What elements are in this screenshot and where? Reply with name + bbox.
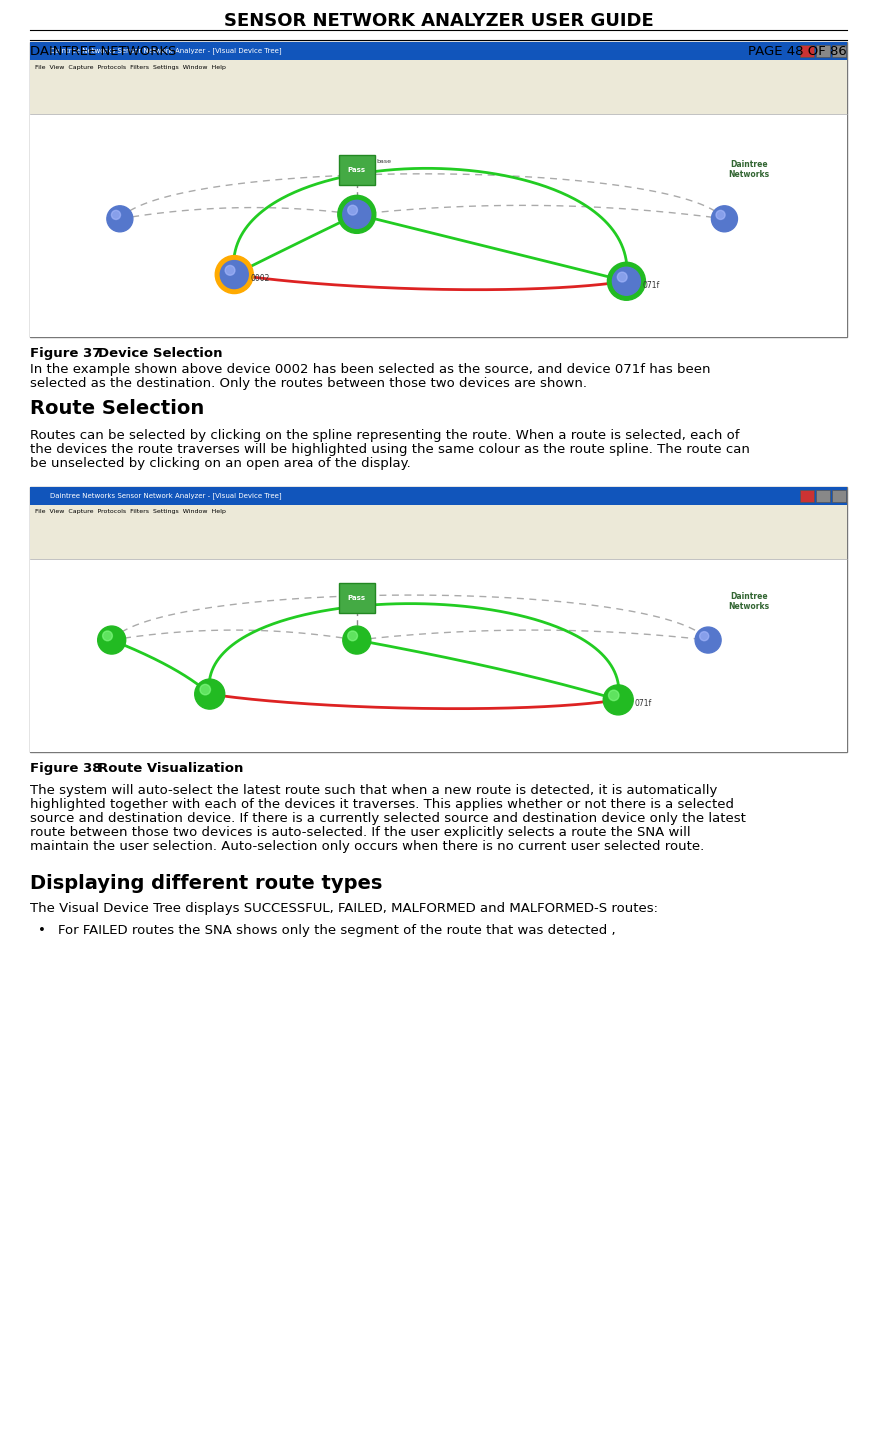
- Text: The Visual Device Tree displays SUCCESSFUL, FAILED, MALFORMED and MALFORMED-S ro: The Visual Device Tree displays SUCCESSF…: [30, 901, 658, 915]
- Circle shape: [195, 679, 225, 709]
- Bar: [800, 491, 814, 502]
- Text: File  View  Capture  Protocols  Filters  Settings  Window  Help: File View Capture Protocols Filters Sett…: [35, 509, 226, 515]
- Bar: [339, 155, 374, 185]
- Bar: [30, 488, 847, 752]
- Text: Daintree Networks Sensor Network Analyzer - [Visual Device Tree]: Daintree Networks Sensor Network Analyze…: [50, 492, 282, 499]
- Text: The system will auto-select the latest route such that when a new route is detec: The system will auto-select the latest r…: [30, 784, 717, 797]
- Text: be unselected by clicking on an open area of the display.: be unselected by clicking on an open are…: [30, 457, 410, 470]
- Text: SENSOR NETWORK ANALYZER USER GUIDE: SENSOR NETWORK ANALYZER USER GUIDE: [224, 12, 653, 30]
- Circle shape: [608, 262, 645, 300]
- Circle shape: [343, 627, 371, 654]
- Circle shape: [617, 272, 627, 282]
- Bar: [30, 42, 847, 337]
- Circle shape: [107, 205, 133, 232]
- Text: Daintree Networks Sensor Network Analyzer - [Visual Device Tree]: Daintree Networks Sensor Network Analyze…: [50, 48, 282, 55]
- Circle shape: [716, 210, 725, 220]
- Text: Figure 37: Figure 37: [30, 347, 102, 360]
- Text: DAINTREE NETWORKS: DAINTREE NETWORKS: [30, 45, 176, 58]
- Circle shape: [700, 631, 709, 641]
- Circle shape: [603, 684, 633, 715]
- Bar: [832, 491, 846, 502]
- Text: 071f: 071f: [634, 699, 652, 709]
- Text: PAGE 48 OF 86: PAGE 48 OF 86: [748, 45, 847, 58]
- Bar: [30, 74, 847, 114]
- Bar: [832, 45, 846, 56]
- Bar: [339, 583, 374, 612]
- Text: route between those two devices is auto-selected. If the user explicitly selects: route between those two devices is auto-…: [30, 826, 690, 839]
- Text: •: •: [38, 925, 46, 938]
- Bar: [30, 505, 847, 519]
- Bar: [30, 559, 847, 752]
- Text: Device Selection: Device Selection: [98, 347, 223, 360]
- Text: source and destination device. If there is a currently selected source and desti: source and destination device. If there …: [30, 812, 745, 825]
- Text: In the example shown above device 0002 has been selected as the source, and devi: In the example shown above device 0002 h…: [30, 363, 710, 376]
- Circle shape: [97, 627, 125, 654]
- Bar: [30, 59, 847, 74]
- Bar: [816, 45, 830, 56]
- Circle shape: [347, 205, 358, 216]
- Text: Displaying different route types: Displaying different route types: [30, 874, 382, 893]
- Bar: [30, 488, 847, 505]
- Bar: [30, 42, 847, 59]
- Text: highlighted together with each of the devices it traverses. This applies whether: highlighted together with each of the de…: [30, 797, 734, 810]
- Text: Pass: Pass: [348, 166, 366, 172]
- Text: maintain the user selection. Auto-selection only occurs when there is no current: maintain the user selection. Auto-select…: [30, 841, 704, 852]
- Text: Daintree
Networks: Daintree Networks: [729, 161, 769, 179]
- Circle shape: [612, 268, 640, 295]
- Bar: [816, 491, 830, 502]
- Circle shape: [225, 265, 235, 275]
- Text: 071f: 071f: [643, 281, 660, 289]
- Circle shape: [200, 684, 210, 695]
- Circle shape: [343, 200, 371, 229]
- Text: Routes can be selected by clicking on the spline representing the route. When a : Routes can be selected by clicking on th…: [30, 428, 739, 441]
- Text: For FAILED routes the SNA shows only the segment of the route that was detected : For FAILED routes the SNA shows only the…: [58, 925, 616, 938]
- Circle shape: [103, 631, 112, 641]
- Text: 0002: 0002: [250, 273, 269, 284]
- Text: selected as the destination. Only the routes between those two devices are shown: selected as the destination. Only the ro…: [30, 378, 587, 391]
- Bar: [800, 45, 814, 56]
- Bar: [30, 519, 847, 559]
- Circle shape: [347, 631, 358, 641]
- Bar: [30, 114, 847, 337]
- Text: Route Selection: Route Selection: [30, 399, 204, 418]
- Text: base: base: [377, 159, 392, 165]
- Text: Figure 38: Figure 38: [30, 763, 102, 776]
- Circle shape: [111, 210, 120, 220]
- Circle shape: [609, 690, 619, 700]
- Text: the devices the route traverses will be highlighted using the same colour as the: the devices the route traverses will be …: [30, 443, 750, 456]
- Circle shape: [215, 256, 253, 294]
- Text: File  View  Capture  Protocols  Filters  Settings  Window  Help: File View Capture Protocols Filters Sett…: [35, 65, 226, 69]
- Text: Pass: Pass: [348, 595, 366, 601]
- Circle shape: [338, 195, 376, 233]
- Text: Route Visualization: Route Visualization: [98, 763, 244, 776]
- Circle shape: [695, 627, 721, 653]
- Circle shape: [711, 205, 738, 232]
- Text: Daintree
Networks: Daintree Networks: [729, 592, 769, 611]
- Circle shape: [220, 260, 248, 288]
